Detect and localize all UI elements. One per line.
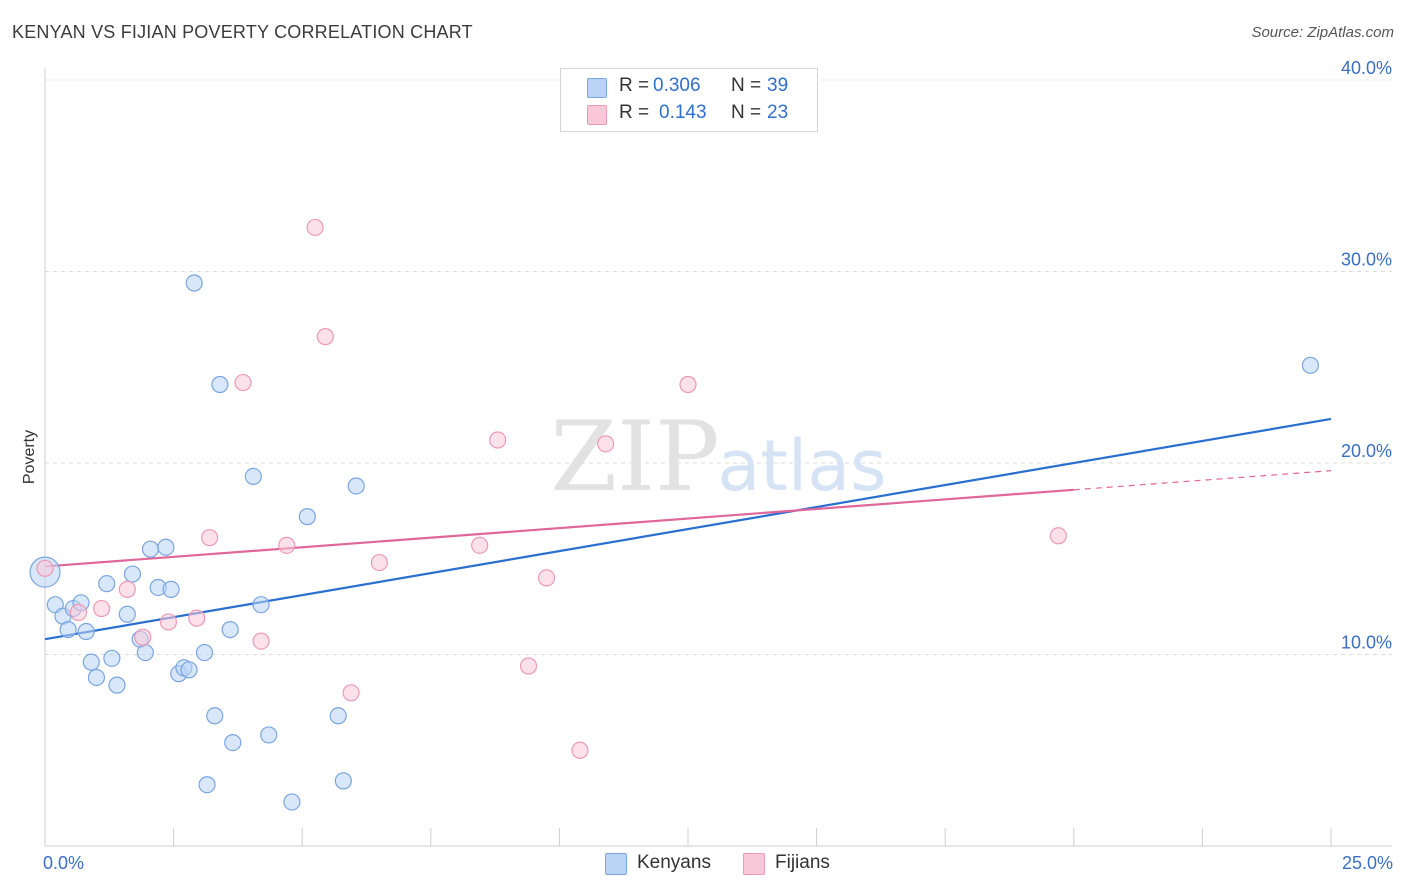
chart-title: KENYAN VS FIJIAN POVERTY CORRELATION CHA… [12,22,473,42]
data-point-kenyans [103,649,121,667]
watermark-zip: ZIP [550,401,719,513]
data-point-kenyans [59,621,77,639]
r-value: 0.306 [653,75,701,96]
n-label: N = [731,102,762,123]
data-point-fijians [159,613,178,631]
y-tick-label: 40.0% [1341,58,1392,78]
legend-label: Fijians [775,852,830,873]
data-point-fijians [201,529,219,547]
data-point-fijians [316,328,334,346]
stats-legend: R = 0.306 N = 39 R = 0.143 N = 23 [560,68,818,132]
data-point-fijians [118,580,136,598]
x-tick-label-min: 0.0% [43,853,84,873]
source-label: Source: ZipAtlas.com [1251,24,1394,41]
data-point-fijians [489,431,507,449]
watermark-atlas: atlas [717,425,886,507]
data-point-kenyans [206,707,224,725]
data-point-kenyans [260,726,278,744]
data-point-fijians [92,599,111,618]
data-point-fijians [134,628,152,646]
fijians-swatch [587,105,607,125]
n-value: 39 [767,75,789,96]
axes: 10.0% 20.0% 30.0% 40.0% 0.0% 25.0% [43,58,1393,873]
data-point-kenyans [244,467,262,486]
data-point-fijians [537,569,556,587]
data-point-fijians [1049,527,1067,545]
data-point-fijians [519,657,538,675]
y-tick-label: 10.0% [1341,633,1392,653]
r-value: 0.143 [659,102,707,123]
data-point-kenyans [334,772,352,790]
data-point-fijians [69,603,88,621]
data-point-fijians [679,375,697,394]
data-points [29,218,1320,811]
data-point-kenyans [347,477,365,495]
legend-label: Kenyans [637,852,711,873]
data-point-fijians [36,559,54,577]
r-label: R = [619,102,650,123]
data-point-kenyans [198,776,216,794]
data-point-kenyans [82,653,100,671]
data-point-kenyans [136,643,154,662]
data-point-kenyans [77,622,95,641]
data-point-kenyans [118,605,136,623]
data-point-kenyans [195,643,214,662]
data-point-fijians [342,684,360,702]
data-point-kenyans [141,540,160,558]
grid [45,79,1392,655]
n-value: 23 [767,102,789,123]
data-point-fijians [571,741,589,759]
data-point-kenyans [108,676,126,694]
data-point-kenyans [157,538,175,556]
data-point-fijians [370,553,388,572]
fijians-swatch [743,853,765,875]
data-point-kenyans [252,596,270,614]
data-point-kenyans [123,565,142,583]
kenyans-swatch [587,78,607,98]
trend-line-fijians [44,488,1074,568]
kenyans-swatch [605,853,627,875]
y-axis-label: Poverty [21,430,38,484]
data-point-kenyans [1301,356,1320,374]
data-point-kenyans [180,661,198,679]
data-point-kenyans [329,707,347,725]
data-point-kenyans [298,508,316,526]
data-point-kenyans [211,375,229,394]
data-point-fijians [234,373,252,392]
data-point-fijians [306,218,324,237]
data-point-kenyans [162,580,180,598]
data-point-fijians [252,632,270,650]
watermark: ZIP atlas [550,401,886,513]
data-point-kenyans [185,274,203,292]
data-point-fijians [278,536,296,554]
data-point-kenyans [283,793,301,811]
y-tick-label: 20.0% [1341,441,1392,461]
data-point-kenyans [87,668,106,687]
data-point-kenyans [98,575,116,593]
data-point-fijians [471,536,489,554]
y-tick-label: 30.0% [1341,250,1392,270]
data-point-fijians [188,609,206,627]
r-label: R = [619,75,650,96]
data-point-kenyans [224,733,242,752]
data-point-fijians [597,435,615,453]
x-tick-label-max: 25.0% [1342,853,1393,873]
n-label: N = [731,75,762,96]
trend-line-extension-fijians [1073,470,1332,491]
data-point-kenyans [221,621,239,639]
